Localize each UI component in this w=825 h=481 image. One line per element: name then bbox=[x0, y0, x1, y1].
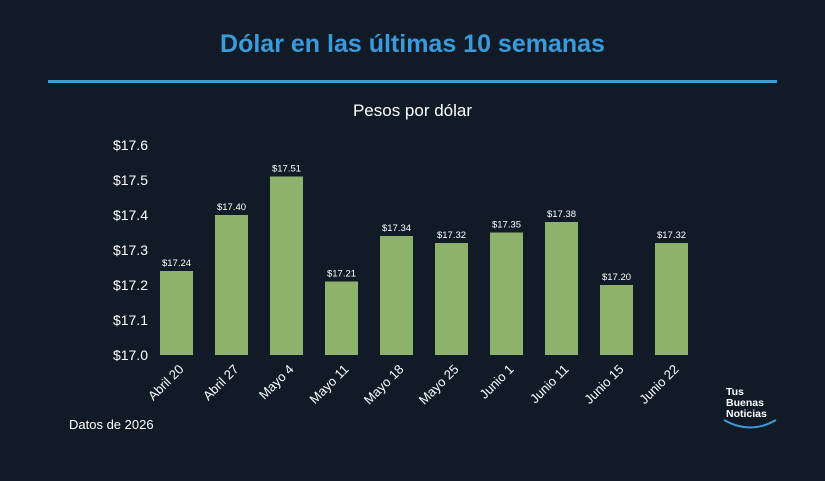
bar bbox=[380, 236, 413, 355]
bar-value-label: $17.34 bbox=[382, 223, 411, 234]
brand-logo: Tus Buenas Noticias bbox=[723, 386, 786, 437]
bar bbox=[215, 215, 248, 355]
y-tick-label: $17.3 bbox=[113, 242, 148, 258]
x-tick-label: Mayo 11 bbox=[306, 362, 351, 407]
x-tick-label: Junio 22 bbox=[636, 362, 681, 407]
bar bbox=[490, 232, 523, 355]
bar-value-label: $17.24 bbox=[162, 258, 191, 269]
y-tick-label: $17.0 bbox=[113, 347, 148, 363]
y-axis: $17.0 $17.1 $17.2 $17.3 $17.4 $17.5 $17.6 bbox=[113, 137, 148, 363]
bar-value-label: $17.32 bbox=[437, 230, 466, 241]
chart-title: Dólar en las últimas 10 semanas bbox=[220, 30, 605, 58]
x-tick-label: Abril 27 bbox=[200, 362, 242, 404]
bar-value-label: $17.38 bbox=[547, 209, 576, 220]
bar bbox=[325, 281, 358, 355]
bar bbox=[160, 271, 193, 355]
bars bbox=[160, 176, 688, 355]
bar-value-label: $17.51 bbox=[272, 164, 301, 175]
bar-value-label: $17.21 bbox=[327, 269, 356, 280]
bar-value-label: $17.40 bbox=[217, 202, 246, 213]
bar-value-label: $17.20 bbox=[602, 272, 631, 283]
x-tick-label: Junio 1 bbox=[476, 362, 516, 402]
bar bbox=[655, 243, 688, 355]
footnote: Datos de 2026 bbox=[69, 417, 154, 432]
chart-subtitle: Pesos por dólar bbox=[352, 101, 473, 120]
bar-value-label: $17.35 bbox=[492, 220, 521, 231]
bar bbox=[435, 243, 468, 355]
logo-smile-arc-icon bbox=[723, 419, 777, 429]
y-tick-label: $17.6 bbox=[113, 137, 148, 153]
x-tick-label: Abril 20 bbox=[145, 362, 187, 404]
y-tick-label: $17.4 bbox=[113, 207, 148, 223]
bar bbox=[270, 176, 303, 355]
logo-line-3: Noticias bbox=[726, 408, 767, 420]
x-tick-label: Junio 15 bbox=[581, 362, 626, 407]
x-tick-label: Mayo 18 bbox=[361, 362, 407, 408]
x-tick-label: Junio 11 bbox=[527, 362, 572, 407]
x-tick-label: Mayo 4 bbox=[256, 362, 297, 403]
title-divider bbox=[48, 80, 777, 83]
x-tick-label: Mayo 25 bbox=[416, 362, 462, 408]
y-tick-label: $17.2 bbox=[113, 277, 148, 293]
x-axis: Abril 20 Abril 27 Mayo 4 Mayo 11 Mayo 18 Mayo… bbox=[145, 362, 682, 408]
value-labels: $17.24 $17.40 $17.51 $17.21 $17.34 $17.32 $17.… bbox=[162, 164, 686, 284]
bar bbox=[600, 285, 633, 355]
bar bbox=[545, 222, 578, 355]
logo-line-2: Buenas bbox=[726, 397, 764, 409]
logo-line-1: Tus bbox=[726, 386, 744, 398]
bar-value-label: $17.32 bbox=[657, 230, 686, 241]
y-tick-label: $17.1 bbox=[113, 312, 148, 328]
y-tick-label: $17.5 bbox=[113, 172, 148, 188]
